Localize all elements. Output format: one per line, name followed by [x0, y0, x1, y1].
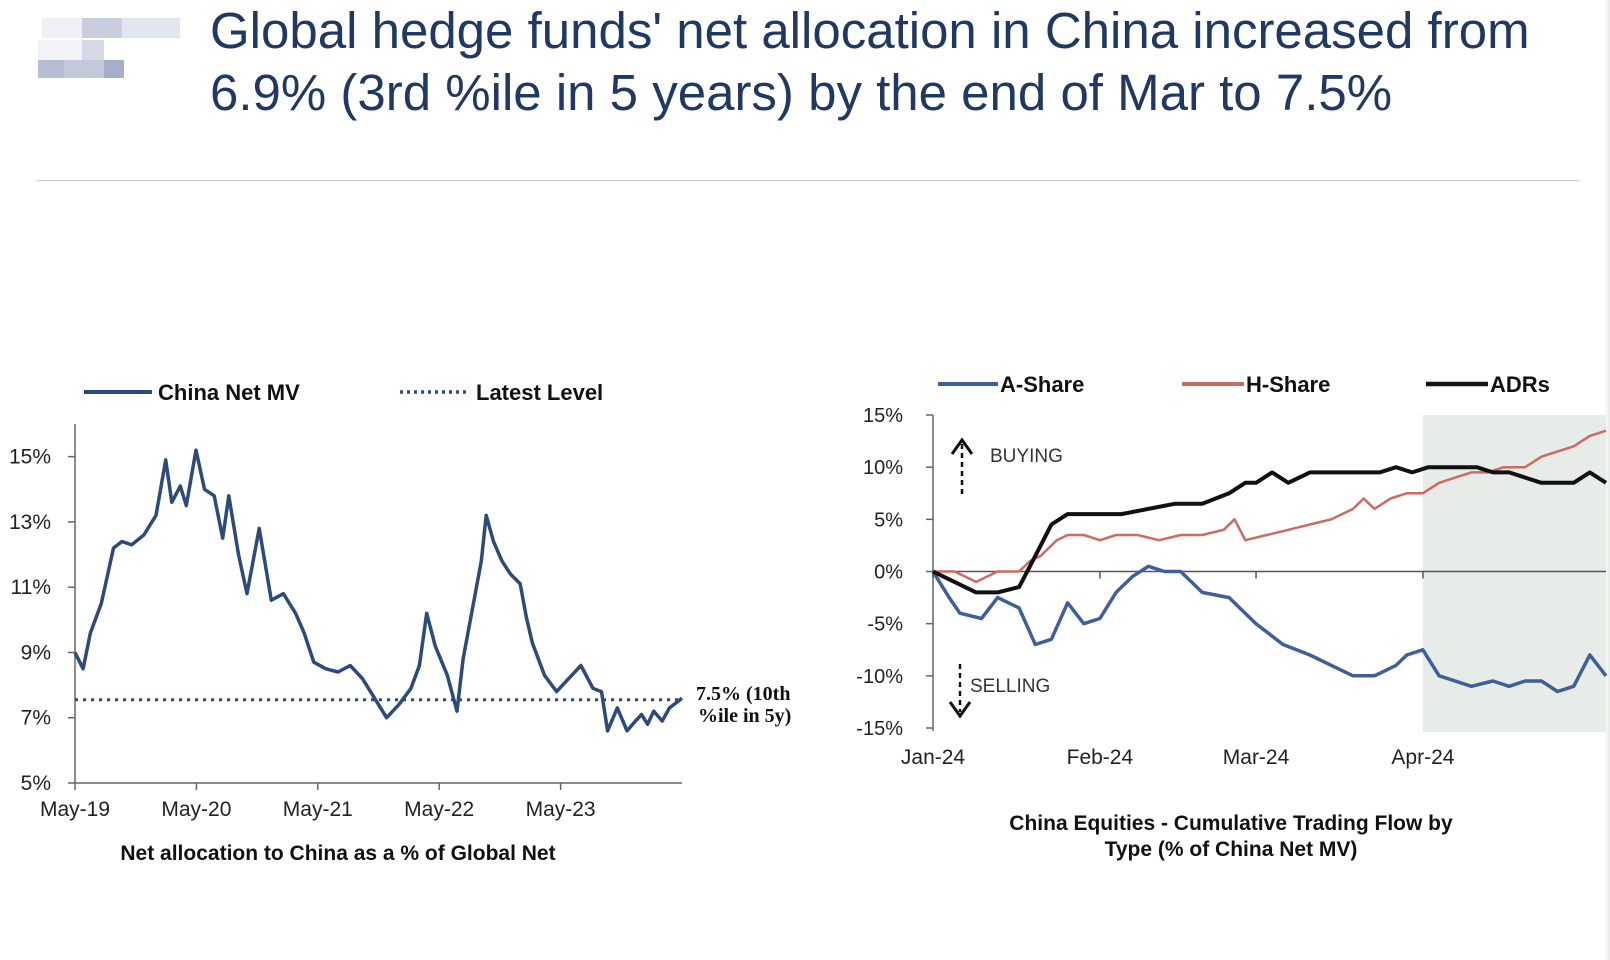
legend-a-share-label: A-Share [1000, 372, 1084, 397]
selling-arrow-head [948, 701, 972, 719]
slide-title-line1: Global hedge funds' net allocation in Ch… [210, 2, 1530, 59]
slide-title-line2: 6.9% (3rd %ile in 5 years) by the end of… [210, 64, 1393, 121]
right-chart-title-line1: China Equities - Cumulative Trading Flow… [1009, 812, 1453, 835]
series-china-net-mv-line [73, 448, 684, 733]
left-y-tick-label: 13% [9, 511, 51, 534]
left-x-tick-label: May-21 [283, 798, 353, 821]
buying-arrow-head [950, 437, 974, 455]
left-x-tick-label: May-23 [526, 798, 596, 821]
right-y-tick-label: 0% [874, 562, 903, 584]
left-x-tick-label: May-20 [161, 798, 231, 821]
selling-label: SELLING [970, 676, 1050, 697]
latest-level-annotation-line1: 7.5% (10th [696, 683, 790, 705]
slide-title: Global hedge funds' net allocation in Ch… [210, 0, 1590, 124]
right-chart: A-Share H-Share ADRs -15% -10% -5% 0% 5% 10% 1… [856, 372, 1608, 861]
right-x-tick-label: Jan-24 [901, 746, 966, 769]
left-y-tick-label: 15% [9, 446, 51, 469]
right-x-tick-label: Feb-24 [1067, 746, 1134, 769]
right-y-tick-label: -5% [867, 614, 903, 636]
right-y-tick-label: -10% [856, 666, 903, 688]
right-x-tick-label: Apr-24 [1391, 746, 1454, 769]
legend-latest-level-label: Latest Level [476, 380, 603, 405]
series-adrs-line [932, 465, 1608, 595]
left-y-tick-label: 11% [11, 576, 51, 599]
slide-edge-shadow [1604, 0, 1610, 960]
legend-adrs-label: ADRs [1490, 372, 1550, 397]
legend-h-share-label: H-Share [1246, 372, 1330, 397]
title-divider [36, 180, 1580, 181]
left-chart-x-title: Net allocation to China as a % of Global… [120, 842, 555, 865]
right-y-tick-label: 10% [863, 457, 903, 479]
left-x-tick-label: May-19 [40, 798, 110, 821]
buying-label: BUYING [990, 446, 1063, 467]
company-logo [22, 18, 182, 82]
left-y-tick-label: 9% [21, 641, 51, 664]
left-y-tick-label: 5% [21, 772, 51, 795]
series-a-share-line [931, 564, 1608, 694]
right-chart-title-line2: Type (% of China Net MV) [1105, 838, 1358, 861]
latest-level-annotation-line2: %ile in 5y) [698, 705, 791, 727]
left-chart: China Net MV Latest Level 5% 7% 9% 11% 13% 15… [9, 380, 791, 865]
right-y-tick-label: -15% [856, 718, 903, 740]
left-y-tick-label: 7% [21, 707, 51, 730]
right-x-tick-label: Mar-24 [1223, 746, 1290, 769]
left-x-tick-label: May-22 [404, 798, 474, 821]
legend-china-net-mv-label: China Net MV [158, 380, 300, 405]
right-y-tick-label: 5% [874, 509, 903, 531]
series-h-share-line [933, 429, 1607, 584]
right-y-tick-label: 15% [863, 405, 903, 427]
